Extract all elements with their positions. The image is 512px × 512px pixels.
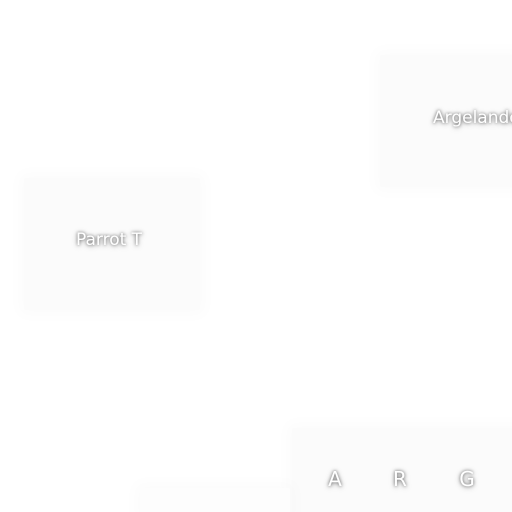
key-a-button[interactable]: A [328, 467, 342, 491]
parrot-tile[interactable] [24, 178, 200, 310]
key-r-button[interactable]: R [393, 467, 407, 491]
argelander-label: Argelander [433, 108, 512, 128]
key-g-button[interactable]: G [459, 467, 475, 491]
parrot-label: Parrot T [76, 230, 143, 250]
argelander-tile[interactable] [380, 55, 512, 187]
key-panel [292, 428, 512, 512]
bottom-panel [140, 488, 290, 512]
